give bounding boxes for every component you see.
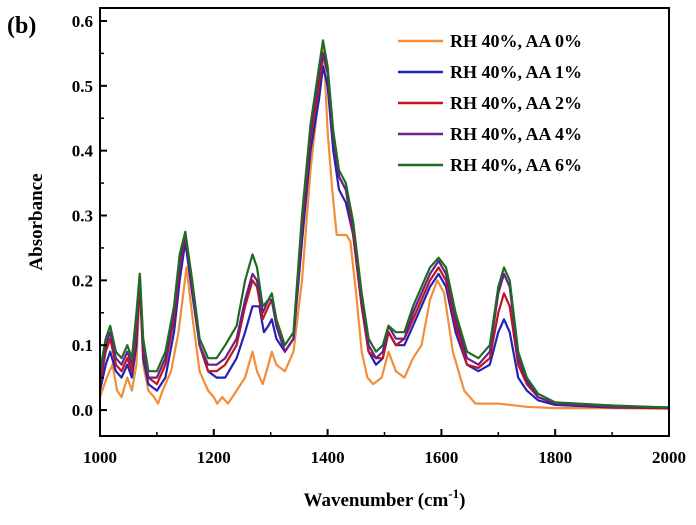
x-axis: 1000 1200 1400 1600 1800 2000 <box>83 429 686 467</box>
legend-label-3: RH 40%, AA 2% <box>450 93 582 113</box>
legend-label-1: RH 40%, AA 0% <box>450 31 582 51</box>
plot-frame <box>99 7 670 437</box>
x-axis-title-superscript: -1 <box>448 486 459 501</box>
y-tick-label: 0.2 <box>72 271 93 290</box>
series-line-1 <box>98 45 670 410</box>
y-tick-label: 0.5 <box>72 77 93 96</box>
panel-label: (b) <box>7 13 36 39</box>
x-axis-title-main: Wavenumber (cm <box>304 490 449 511</box>
series-line-5 <box>98 39 670 409</box>
x-tick-label: 2000 <box>652 448 686 467</box>
y-tick-label: 0.1 <box>72 336 93 355</box>
y-tick-label: 0.6 <box>72 12 93 31</box>
plot-lines <box>98 39 670 410</box>
x-axis-title: Wavenumber (cm-1) <box>304 486 466 511</box>
y-axis: 0.0 0.1 0.2 0.3 0.4 0.5 0.6 <box>72 12 107 420</box>
x-tick-label: 1400 <box>311 448 345 467</box>
x-axis-title-end: ) <box>459 490 465 511</box>
y-tick-label: 0.0 <box>72 401 93 420</box>
y-axis-title: Absorbance <box>26 173 47 270</box>
x-tick-label: 1200 <box>197 448 231 467</box>
x-tick-label: 1600 <box>424 448 458 467</box>
y-tick-label: 0.3 <box>72 207 93 226</box>
x-tick-label: 1800 <box>538 448 572 467</box>
legend: RH 40%, AA 0% RH 40%, AA 1% RH 40%, AA 2% R… <box>398 31 582 175</box>
legend-label-5: RH 40%, AA 6% <box>450 155 582 175</box>
x-tick-label: 1000 <box>83 448 117 467</box>
legend-label-4: RH 40%, AA 4% <box>450 124 582 144</box>
y-tick-label: 0.4 <box>72 142 94 161</box>
legend-label-2: RH 40%, AA 1% <box>450 62 582 82</box>
